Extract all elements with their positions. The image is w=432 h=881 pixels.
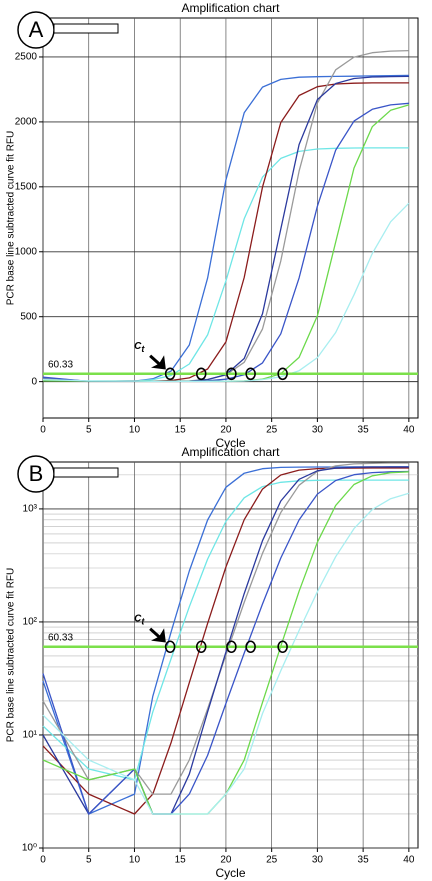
ct-arrow xyxy=(149,627,166,643)
curve xyxy=(42,479,409,781)
x-tick-label: 5 xyxy=(86,855,92,866)
y-tick-label: 10⁰ xyxy=(22,843,37,854)
ct-marker xyxy=(277,367,288,381)
x-tick-label: 20 xyxy=(220,855,232,866)
x-tick-label: 35 xyxy=(358,855,370,866)
y-tick-label: 0 xyxy=(31,376,37,387)
ct-marker xyxy=(245,640,256,654)
y-tick-label: 1500 xyxy=(15,181,38,192)
curve xyxy=(42,462,409,795)
x-tick-label: 10 xyxy=(129,425,141,436)
ct-marker xyxy=(164,367,176,381)
panel-letter: B xyxy=(29,461,44,486)
ct-marker xyxy=(226,640,237,654)
ct-annotation-sub: t xyxy=(141,344,145,354)
x-axis-label: Cycle xyxy=(215,436,245,450)
x-tick-label: 25 xyxy=(266,425,278,436)
curve xyxy=(42,467,409,815)
x-tick-label: 35 xyxy=(358,425,370,436)
threshold-label: 60.33 xyxy=(48,359,73,370)
y-tick-label: 2000 xyxy=(15,117,38,128)
chart-title: Amplification chart xyxy=(181,1,280,15)
y-tick-label: 10² xyxy=(23,617,38,628)
x-tick-label: 25 xyxy=(266,855,278,866)
ct-marker xyxy=(195,367,207,381)
ct-annotation-main: C xyxy=(134,340,142,351)
x-tick-label: 40 xyxy=(403,425,415,436)
ct-marker xyxy=(164,640,176,654)
curve xyxy=(42,202,410,383)
y-tick-label: 2500 xyxy=(15,52,38,63)
curve xyxy=(42,147,409,382)
ct-marker xyxy=(195,640,207,654)
ct-annotation-sub: t xyxy=(141,617,145,627)
plot-area xyxy=(42,17,419,419)
x-axis-label: Cycle xyxy=(215,866,245,880)
x-tick-label: 0 xyxy=(40,855,46,866)
x-tick-label: 30 xyxy=(312,425,324,436)
x-tick-label: 0 xyxy=(40,425,46,436)
ct-marker xyxy=(226,367,237,381)
x-tick-label: 10 xyxy=(129,855,141,866)
panel-tab xyxy=(53,23,119,34)
x-tick-label: 20 xyxy=(220,425,232,436)
ct-annotation: Ct xyxy=(134,340,145,354)
y-tick-label: 10³ xyxy=(23,504,38,515)
ct-arrow xyxy=(149,354,166,370)
x-tick-label: 30 xyxy=(312,855,324,866)
x-tick-label: 40 xyxy=(403,855,415,866)
ct-annotation-main: C xyxy=(134,613,142,624)
panel-tab xyxy=(53,467,119,478)
curve xyxy=(42,492,410,815)
curve xyxy=(42,471,409,815)
threshold-label: 60.33 xyxy=(48,632,73,643)
y-tick-label: 1000 xyxy=(15,246,38,257)
x-tick-label: 15 xyxy=(175,855,187,866)
y-axis-label: PCR base line subtracted curve fit RFU xyxy=(6,131,17,306)
ct-annotation: Ct xyxy=(134,613,145,627)
y-tick-label: 10¹ xyxy=(23,730,38,741)
x-tick-label: 15 xyxy=(175,425,187,436)
ct-marker xyxy=(245,367,256,381)
ct-marker xyxy=(277,640,288,654)
chart-title: Amplification chart xyxy=(181,445,280,459)
y-axis-label: PCR base line subtracted curve fit RFU xyxy=(6,568,17,743)
y-tick-label: 500 xyxy=(20,311,37,322)
x-tick-label: 5 xyxy=(86,425,92,436)
panel-letter: A xyxy=(29,17,44,42)
